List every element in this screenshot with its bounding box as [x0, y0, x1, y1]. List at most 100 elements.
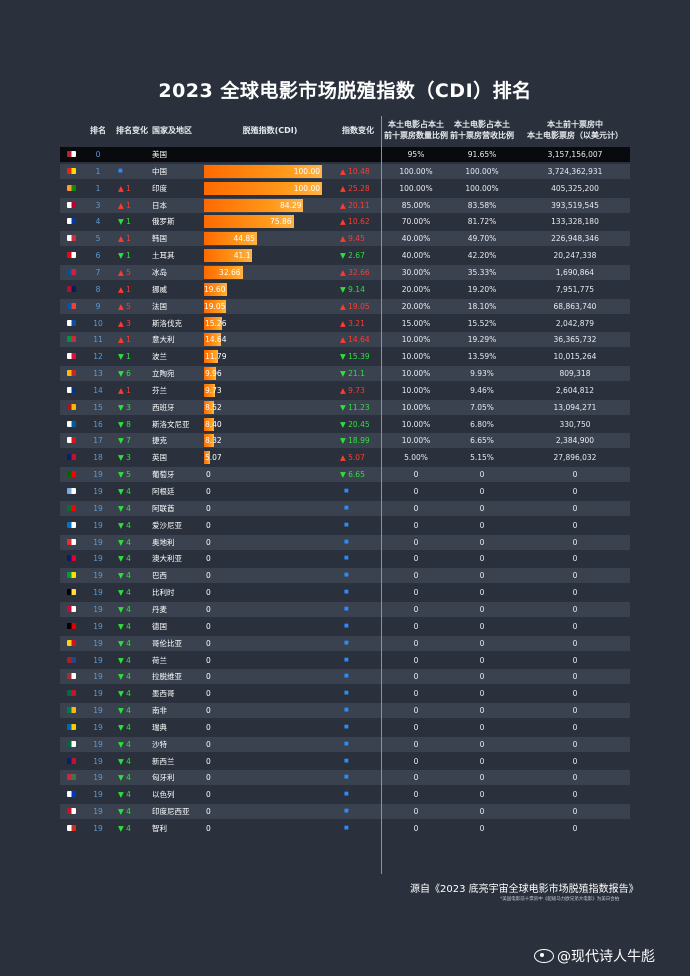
box-office-cell: 0	[572, 689, 578, 699]
revenue-ratio-cell: 0	[479, 706, 485, 716]
rank-change-cell: ▼ 4	[118, 537, 131, 547]
index-change-cell: ■	[344, 707, 349, 714]
cdi-value-label: 0	[206, 773, 211, 783]
cdi-bar	[204, 400, 215, 414]
rank-cell: 19	[93, 554, 103, 564]
table-row: 19 ▼ 4 阿联酋 0 ■ 0 0 0	[60, 500, 630, 516]
box-office-cell: 10,015,264	[553, 352, 597, 362]
rank-cell: 19	[93, 655, 103, 665]
cdi-value-label: 14.64	[205, 335, 227, 345]
index-change-cell: ■	[344, 673, 349, 680]
index-change-cell: ■	[344, 589, 349, 596]
cdi-value-label: 0	[206, 503, 211, 513]
rank-change-cell: ▼ 1	[118, 352, 131, 362]
country-cell: 荷兰	[152, 655, 167, 665]
count-ratio-cell: 40.00%	[401, 251, 431, 261]
revenue-ratio-cell: 0	[479, 722, 485, 732]
cdi-value-label: 0	[206, 824, 211, 833]
table-row: 19 ▼ 4 新西兰 0 ■ 0 0 0	[60, 754, 630, 769]
revenue-ratio-cell: 0	[479, 487, 485, 496]
country-cell: 拉脱维亚	[152, 672, 182, 682]
rank-cell: 1	[95, 166, 101, 176]
rank-change-cell: ▲ 1	[118, 200, 131, 210]
rank-change-cell: ▼ 7	[118, 436, 131, 446]
count-ratio-cell: 10.00%	[401, 436, 431, 446]
count-ratio-cell: 0	[413, 756, 419, 766]
country-cell: 丹麦	[152, 604, 167, 614]
cdi-bar	[204, 367, 216, 381]
index-change-cell: ■	[344, 622, 349, 629]
count-ratio-cell: 0	[413, 722, 419, 732]
revenue-ratio-cell: 6.65%	[470, 436, 494, 446]
cdi-value-label: 41.1	[233, 251, 251, 261]
header-box-office: 本土前十票房中 本土电影票房（以美元计）	[520, 116, 630, 144]
count-ratio-cell: 10.00%	[401, 402, 431, 412]
box-office-cell: 2,604,812	[555, 385, 595, 395]
revenue-ratio-cell: 6.80%	[470, 419, 494, 429]
box-office-cell: 36,365,732	[553, 335, 597, 345]
flag-icon	[67, 622, 76, 629]
table-row: 10 ▲ 3 斯洛伐克 15.26 ▲ 3.21 15.00% 15.52% 2,042,87…	[60, 316, 630, 331]
revenue-ratio-cell: 9.46%	[470, 385, 494, 395]
cdi-bar	[204, 215, 294, 229]
table-row: 19 ▼ 4 匈牙利 0 ■ 0 0 0	[60, 770, 630, 786]
cdi-bar	[204, 350, 218, 364]
revenue-ratio-cell: 0	[479, 520, 485, 530]
table-row: 19 ▼ 4 荷兰 0 ■ 0 0 0	[60, 653, 630, 668]
box-office-cell: 3,724,362,931	[547, 166, 603, 176]
country-cell: 哥伦比亚	[152, 638, 182, 648]
country-cell: 阿根廷	[152, 487, 175, 496]
index-change-cell: ▼ 21.1	[340, 369, 365, 379]
index-change-cell: ■	[344, 791, 349, 798]
index-change-cell: ▲ 25.28	[340, 183, 370, 193]
revenue-ratio-cell: 0	[479, 824, 485, 833]
table-row: 8 ▲ 1 挪威 19.60 ▼ 9.14 20.00% 19.20% 7,951,775	[60, 282, 630, 297]
flag-icon	[67, 707, 76, 714]
rank-change-cell: ▼ 4	[118, 520, 131, 530]
index-change-cell: ■	[344, 808, 349, 815]
count-ratio-cell: 0	[413, 588, 419, 598]
box-office-cell: 0	[572, 739, 578, 749]
cdi-value-label: 15.26	[205, 318, 227, 328]
cdi-value-label: 0	[206, 487, 211, 496]
box-office-cell: 226,948,346	[551, 234, 599, 244]
box-office-cell: 0	[572, 638, 578, 648]
country-cell: 韩国	[152, 234, 167, 244]
flag-icon	[67, 723, 76, 730]
index-change-cell: ▼ 6.65	[340, 470, 365, 480]
revenue-ratio-cell: 81.72%	[467, 217, 497, 227]
cdi-bar	[204, 198, 304, 212]
table-row: 19 ▼ 4 智利 0 ■ 0 0 0	[60, 821, 630, 836]
revenue-ratio-cell: 35.33%	[467, 267, 497, 277]
table-row: 13 ▼ 6 立陶宛 9.96 ▼ 21.1 10.00% 9.93% 809,318	[60, 366, 630, 382]
rank-cell: 19	[93, 537, 103, 547]
country-cell: 南非	[152, 706, 167, 716]
index-change-cell: ■	[344, 521, 349, 528]
flag-icon	[67, 605, 76, 612]
index-change-cell: ■	[344, 572, 349, 579]
count-ratio-cell: 10.00%	[401, 352, 431, 362]
count-ratio-cell: 20.00%	[401, 284, 431, 294]
table-row: 17 ▼ 7 捷克 8.32 ▼ 18.99 10.00% 6.65% 2,384,900	[60, 433, 630, 449]
box-office-cell: 68,863,740	[553, 301, 597, 311]
box-office-cell: 20,247,338	[553, 251, 597, 261]
country-cell: 匈牙利	[152, 773, 175, 783]
cdi-bar	[204, 282, 228, 296]
rank-change-cell: ▼ 4	[118, 773, 131, 783]
rank-change-cell: ▼ 4	[118, 722, 131, 732]
table-row: 19 ▼ 4 印度尼西亚 0 ■ 0 0 0	[60, 804, 630, 820]
revenue-ratio-cell: 42.20%	[467, 251, 497, 261]
revenue-ratio-cell: 0	[479, 655, 485, 665]
box-office-cell: 0	[572, 554, 578, 564]
box-office-cell: 13,094,271	[553, 402, 597, 412]
index-change-cell: ▲ 3.21	[340, 318, 365, 328]
header-index-change: 指数变化	[342, 125, 374, 135]
rank-change-cell: ▲ 1	[118, 385, 131, 395]
country-cell: 斯洛伐克	[152, 318, 182, 328]
header-rank-change: 排名变化	[116, 125, 148, 135]
cdi-value-label: 0	[206, 520, 211, 530]
flag-icon	[67, 167, 76, 174]
cdi-value-label: 0	[206, 554, 211, 564]
country-cell: 智利	[152, 824, 167, 833]
flag-icon	[67, 757, 76, 764]
